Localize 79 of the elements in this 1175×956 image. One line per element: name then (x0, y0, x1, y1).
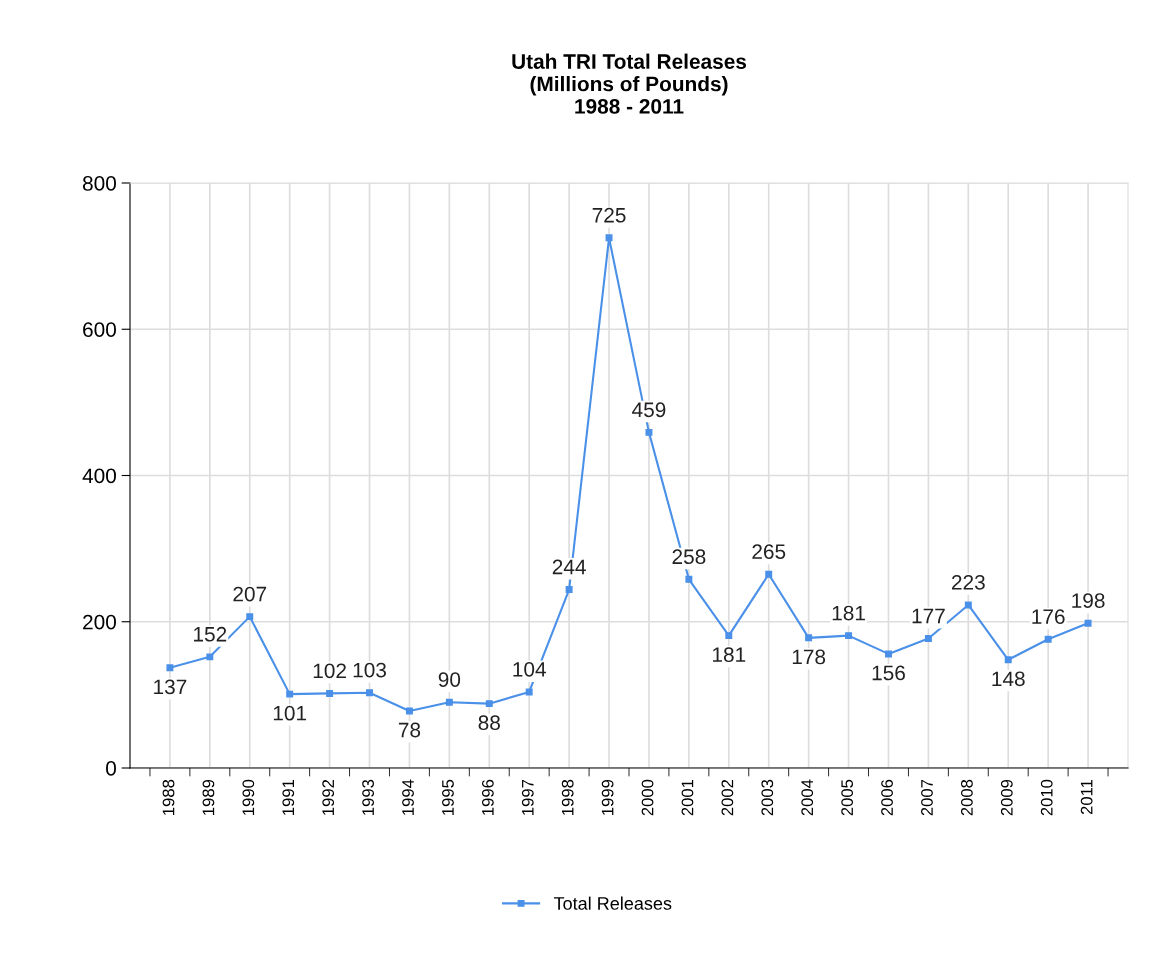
data-label: 177 (912, 608, 945, 624)
data-label: 148 (992, 671, 1025, 687)
point (964, 601, 972, 609)
x-tick-label: 2007 (921, 779, 933, 816)
point (206, 653, 214, 661)
data-label: 181 (713, 647, 746, 663)
x-tick-label: 2003 (761, 779, 774, 816)
point (246, 613, 254, 621)
x-tick-label: 1995 (442, 779, 454, 815)
x-tick-label: 2002 (721, 779, 734, 816)
x-tick-label: 2001 (681, 779, 694, 816)
x-tick-label: 1996 (481, 779, 494, 815)
point (286, 690, 294, 698)
point (565, 586, 573, 594)
data-label: 223 (951, 574, 985, 590)
point (605, 234, 613, 242)
data-label: 265 (752, 544, 786, 559)
y-tick-label: 800 (82, 176, 116, 191)
data-label: 104 (513, 661, 546, 677)
data-label: 198 (1072, 593, 1105, 608)
point (924, 635, 932, 643)
point (485, 700, 493, 708)
data-label: 78 (398, 722, 421, 738)
point (845, 632, 853, 640)
y-tick-label: 0 (106, 761, 116, 776)
x-tick-label: 1997 (521, 779, 534, 815)
x-tick-label: 2004 (801, 779, 814, 816)
x-tick-label: 2000 (641, 779, 654, 816)
data-label: 152 (194, 626, 227, 642)
data-label: 459 (632, 402, 666, 418)
x-tick-label: 1990 (242, 779, 255, 815)
point (1004, 656, 1012, 664)
x-tick-label: 1999 (601, 779, 614, 815)
data-label: 103 (353, 662, 386, 678)
x-tick-label: 1989 (202, 779, 215, 815)
data-label: 181 (832, 605, 865, 621)
point (166, 664, 174, 672)
y-tick-label: 600 (83, 322, 116, 337)
x-tick-label: 1998 (561, 779, 574, 815)
x-tick-label: 1994 (402, 779, 414, 815)
point (445, 698, 453, 706)
data-label: 90 (438, 672, 461, 687)
point (1044, 635, 1052, 643)
point (725, 632, 733, 640)
data-label: 156 (872, 665, 905, 681)
data-label: 725 (592, 207, 626, 223)
x-tick-label: 2010 (1040, 779, 1053, 816)
point (326, 689, 334, 697)
x-tick-label: 2006 (881, 779, 893, 816)
data-label: 101 (273, 705, 307, 721)
x-tick-label: 1991 (282, 779, 295, 815)
x-tick-label: 1988 (162, 779, 175, 815)
data-label: 178 (792, 649, 826, 665)
point (405, 707, 413, 715)
point (1084, 619, 1092, 627)
point (685, 575, 693, 583)
y-tick-label: 400 (82, 468, 116, 484)
data-label: 244 (552, 559, 586, 575)
point (525, 688, 533, 696)
data-label: 207 (233, 586, 267, 602)
point (645, 428, 653, 436)
point (366, 689, 373, 697)
x-tick-label: 2009 (1000, 779, 1013, 816)
data-label: 88 (478, 715, 500, 731)
point (805, 634, 813, 642)
data-label: 102 (313, 663, 346, 679)
x-tick-label: 2011 (1080, 779, 1093, 815)
x-tick-label: 1993 (362, 779, 374, 815)
legend-label: Total Releases (553, 896, 672, 910)
data-label: 137 (154, 679, 187, 695)
data-label: 176 (1032, 609, 1065, 625)
x-tick-label: 2008 (960, 779, 973, 816)
point (765, 570, 773, 578)
data-label: 258 (672, 549, 706, 565)
point (885, 650, 892, 658)
x-tick-label: 2005 (841, 779, 854, 816)
chart-title: Utah TRI Total Releases (Millions of Pounds) 1988 - 2011 (512, 53, 747, 114)
y-tick-label: 200 (83, 614, 116, 630)
x-tick-label: 1992 (322, 779, 335, 815)
